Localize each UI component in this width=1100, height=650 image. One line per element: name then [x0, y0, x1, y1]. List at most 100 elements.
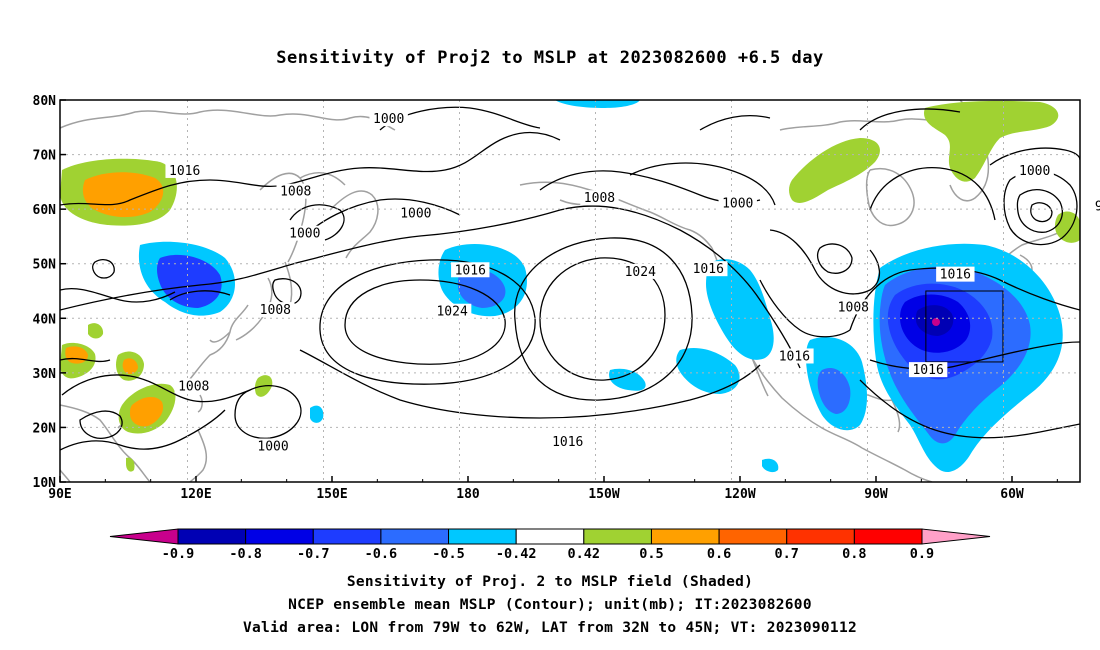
contour-label: 1000: [257, 440, 288, 455]
sensitivity-shading: [60, 100, 1080, 473]
contour-label-bg: [253, 438, 293, 454]
positive-sensitivity-region: [82, 172, 164, 218]
contour-label: 1000: [1019, 164, 1050, 179]
colorbar-swatch: [650, 528, 720, 545]
caption-line-1: Sensitivity of Proj. 2 to MSLP field (Sh…: [346, 574, 754, 590]
lon-label: 90E: [48, 487, 71, 502]
contour-label-bg: [174, 378, 213, 394]
negative-sensitivity-region: [157, 254, 222, 308]
contour-label: 1000: [722, 197, 753, 212]
contour-label: 1024: [436, 305, 467, 320]
contour-label-bg: [432, 303, 472, 319]
lon-label: 120E: [180, 487, 211, 502]
caption-line-3: Valid area: LON from 79W to 62W, LAT fro…: [242, 620, 858, 636]
colorbar-swatch: [448, 528, 517, 545]
contour-label-bg: [396, 205, 436, 221]
contour-label-bg: [256, 302, 295, 318]
contour-label-bg: [580, 190, 619, 206]
contour-label: 1008: [280, 185, 311, 200]
lat-label: 20N: [33, 421, 57, 436]
lat-label: 60N: [33, 203, 57, 218]
contour-label: 1000: [289, 227, 320, 242]
colorbar-label: 0.9: [910, 546, 934, 562]
colorbar-low-triangle: [109, 528, 179, 545]
lat-label: 50N: [33, 258, 57, 273]
colorbar-label: 0.8: [842, 546, 866, 562]
positive-sensitivity-region: [130, 396, 164, 427]
negative-sensitivity-region: [609, 368, 646, 391]
negative-sensitivity-region: [458, 269, 506, 308]
lon-label: 120W: [724, 487, 755, 502]
positive-sensitivity-region: [88, 323, 104, 339]
contour-label-bg: [908, 362, 948, 378]
contour-label: 1008: [178, 380, 209, 395]
contour-label-bg: [834, 299, 873, 315]
contour-label-bg: [718, 195, 757, 211]
contour-label-bg: [1092, 198, 1100, 214]
mslp-contours: [60, 106, 1080, 451]
colorbar-swatch: [245, 528, 314, 545]
contour-label-bg: [689, 261, 728, 277]
map-title: Sensitivity of Proj2 to MSLP at 20230826…: [276, 48, 824, 68]
contour-label: 99: [1095, 199, 1100, 214]
lat-label: 30N: [33, 367, 57, 382]
colorbar-swatch: [583, 528, 652, 545]
contour-label-bg: [548, 434, 587, 450]
colorbar-label: -0.7: [297, 546, 330, 562]
colorbar-label: -0.5: [432, 546, 465, 562]
colorbar: -0.9 -0.8 -0.7 -0.6 -0.5 -0.42 0.42 0.5 0.6 0.7 0.…: [109, 528, 991, 562]
colorbar-label: -0.6: [365, 546, 398, 562]
contour-label: 1000: [373, 112, 404, 127]
positive-sensitivity-region: [924, 100, 1059, 182]
colorbar-label: -0.8: [229, 546, 262, 562]
negative-sensitivity-region: [817, 368, 851, 414]
contour-label-bg: [1015, 162, 1054, 178]
lon-label: 150E: [316, 487, 347, 502]
contour-label: 1016: [779, 349, 810, 364]
contour-label-bg: [369, 111, 408, 127]
positive-sensitivity-region: [122, 358, 138, 375]
colorbar-high-triangle: [921, 528, 991, 545]
lat-label: 70N: [33, 149, 57, 164]
colorbar-swatch: [380, 528, 450, 545]
contour-label-bg: [936, 266, 975, 282]
colorbar-label: -0.42: [496, 546, 537, 562]
contour-labels: 1000 1016 1008 1000 1000 1008 1000 1000 99 1016 10…: [165, 111, 1100, 455]
contour-label: 1008: [838, 300, 869, 315]
contour-label-bg: [276, 183, 315, 199]
lon-label: 90W: [864, 487, 888, 502]
contour-label-bg: [451, 262, 490, 278]
negative-sensitivity-region: [310, 405, 324, 423]
contour-label: 1016: [552, 435, 583, 450]
contour-label-bg: [285, 225, 324, 241]
contour-label: 1016: [912, 363, 943, 378]
graticule: [60, 100, 1080, 482]
contour-label-bg: [775, 348, 814, 364]
plot-frame: [59, 99, 1081, 483]
negative-sensitivity-peak: [932, 318, 940, 326]
colorbar-swatch: [515, 528, 585, 545]
positive-sensitivity-region: [789, 138, 880, 203]
colorbar-swatch: [786, 528, 855, 545]
contour-label: 1008: [260, 303, 291, 318]
contour-label: 1016: [169, 164, 200, 179]
lon-label: 150W: [588, 487, 619, 502]
contour-label: 1000: [400, 207, 431, 222]
negative-sensitivity-region: [762, 458, 779, 473]
lat-label: 10N: [33, 476, 57, 491]
colorbar-label: -0.9: [162, 546, 195, 562]
colorbar-swatch: [177, 528, 247, 545]
lon-label: 180: [456, 487, 480, 502]
colorbar-swatch: [718, 528, 788, 545]
negative-sensitivity-region: [555, 100, 640, 108]
negative-sensitivity-region: [676, 347, 740, 394]
contour-label-bg: [165, 162, 204, 178]
contour-label: 1024: [625, 265, 656, 280]
colorbar-label: 0.7: [775, 546, 799, 562]
lon-label: 60W: [1000, 487, 1024, 502]
contour-label: 1016: [455, 263, 486, 278]
contour-label: 1008: [584, 191, 615, 206]
lat-label: 80N: [33, 94, 57, 109]
